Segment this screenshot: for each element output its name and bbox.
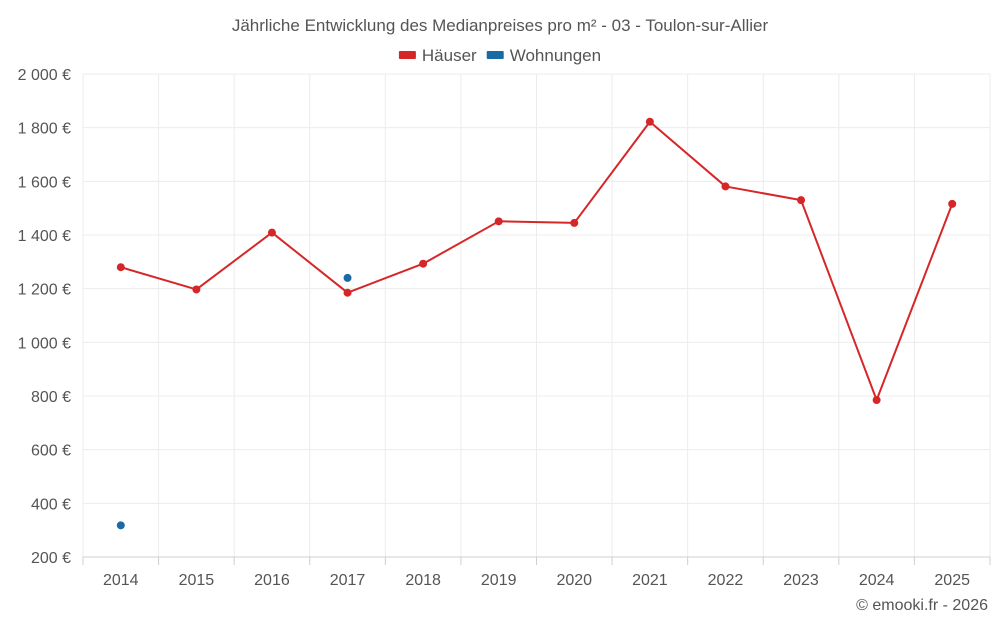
series-layer xyxy=(116,117,957,530)
y-tick-label: 1 800 € xyxy=(18,121,71,138)
data-point[interactable] xyxy=(797,196,806,205)
data-point[interactable] xyxy=(721,182,730,191)
credit-text: © emooki.fr - 2026 xyxy=(856,597,988,614)
legend-swatch xyxy=(398,51,416,59)
y-tick-label: 1 200 € xyxy=(18,282,71,299)
y-tick-label: 2 000 € xyxy=(18,67,71,84)
x-tick-label: 2015 xyxy=(179,572,215,589)
x-tick-label: 2018 xyxy=(405,572,441,589)
chart-title: Jährliche Entwicklung des Medianpreises … xyxy=(232,16,769,35)
legend-swatch xyxy=(486,51,504,59)
data-point[interactable] xyxy=(494,217,503,226)
y-tick-label: 200 € xyxy=(31,550,71,567)
y-tick-label: 400 € xyxy=(31,496,71,513)
x-tick-label: 2022 xyxy=(708,572,744,589)
y-tick-label: 600 € xyxy=(31,443,71,460)
y-tick-label: 1 000 € xyxy=(18,335,71,352)
y-tick-label: 1 400 € xyxy=(18,228,71,245)
data-point[interactable] xyxy=(192,285,201,294)
data-point[interactable] xyxy=(948,199,957,208)
x-tick-label: 2023 xyxy=(783,572,819,589)
grid xyxy=(82,73,991,557)
data-point[interactable] xyxy=(267,228,276,237)
data-point[interactable] xyxy=(570,218,579,227)
x-tick-label: 2025 xyxy=(934,572,970,589)
series-1 xyxy=(116,273,352,530)
data-point[interactable] xyxy=(645,117,654,126)
x-tick-label: 2014 xyxy=(103,572,139,589)
x-tick-label: 2016 xyxy=(254,572,290,589)
x-tick-label: 2019 xyxy=(481,572,517,589)
legend[interactable]: Häuser Wohnungen xyxy=(398,46,601,65)
series-line xyxy=(120,120,954,402)
x-tick-label: 2017 xyxy=(330,572,366,589)
y-tick-label: 800 € xyxy=(31,389,71,406)
data-point[interactable] xyxy=(872,396,881,405)
data-point[interactable] xyxy=(116,263,125,272)
y-tick-label: 1 600 € xyxy=(18,174,71,191)
x-tick-label: 2024 xyxy=(859,572,895,589)
x-tick-label: 2020 xyxy=(556,572,592,589)
data-point[interactable] xyxy=(116,521,125,530)
series-0 xyxy=(116,117,957,405)
data-point[interactable] xyxy=(343,288,352,297)
data-point[interactable] xyxy=(343,273,352,282)
axes: 200 € 400 € 600 € 800 € 1 000 € 1 200 € 1 400 … xyxy=(18,67,991,589)
data-point[interactable] xyxy=(419,259,428,268)
legend-item-1[interactable]: Wohnungen xyxy=(486,46,601,65)
x-tick-label: 2021 xyxy=(632,572,668,589)
legend-item-0[interactable]: Häuser xyxy=(398,46,477,65)
legend-label: Häuser xyxy=(422,46,477,65)
legend-label: Wohnungen xyxy=(510,46,601,65)
